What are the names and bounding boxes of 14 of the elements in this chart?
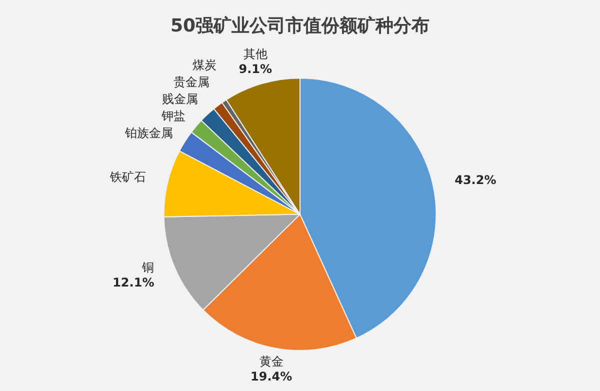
slice-label: 煤炭 bbox=[192, 58, 216, 72]
slice-label: 铂族金属 bbox=[124, 126, 174, 140]
slice-label: 黄金 bbox=[259, 354, 284, 369]
slice-label: 贵金属 bbox=[173, 74, 210, 89]
data-label: 12.1% bbox=[112, 275, 154, 290]
data-label: 19.4% bbox=[250, 370, 292, 384]
slice-label: 其他 bbox=[243, 47, 268, 62]
data-label: 9.1% bbox=[238, 62, 272, 76]
data-label: 43.2% bbox=[454, 172, 496, 187]
slice-label: 铜 bbox=[141, 260, 154, 274]
slice-label: 贱金属 bbox=[162, 92, 198, 106]
slice-label: 铁矿石 bbox=[109, 170, 146, 184]
slice-label: 钾盐 bbox=[160, 108, 186, 123]
chart-title: 50强矿业公司市值份额矿种分布 bbox=[170, 15, 430, 36]
